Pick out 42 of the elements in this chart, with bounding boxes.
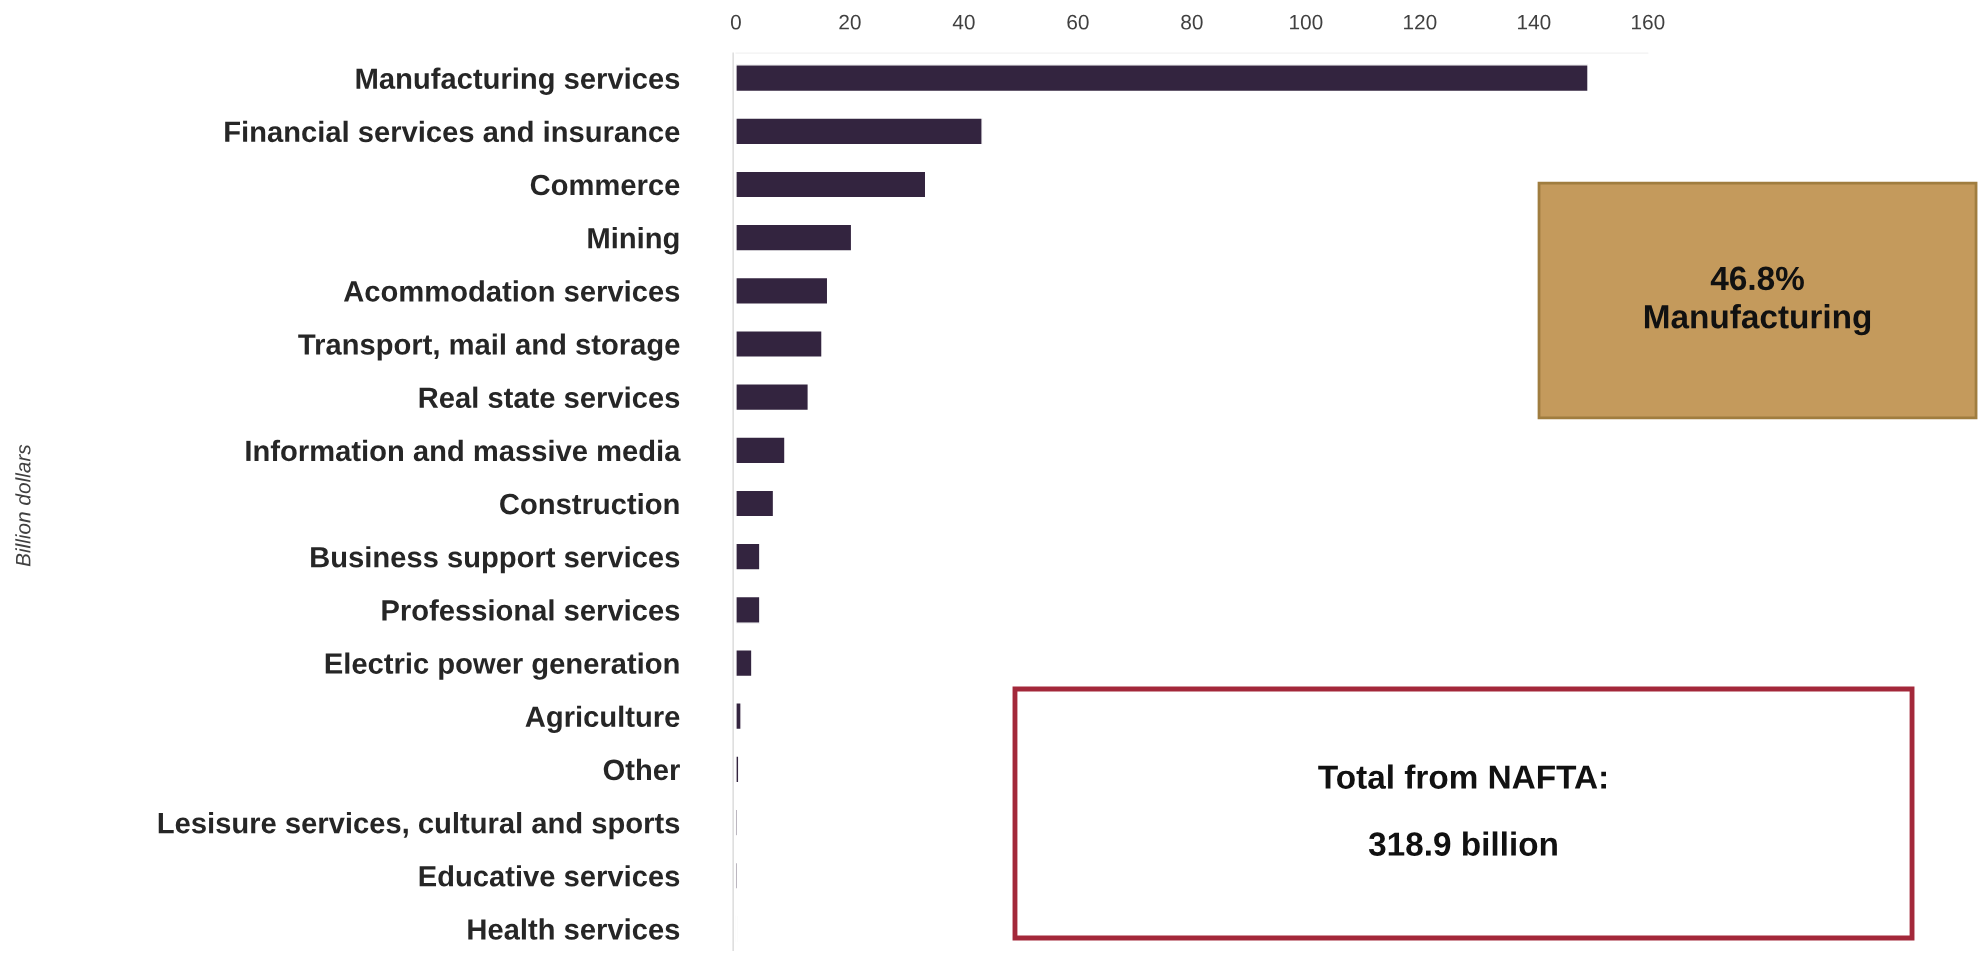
x-tick-label: 60 xyxy=(1067,14,1089,30)
bar xyxy=(735,542,761,571)
bar xyxy=(735,702,742,731)
y-tick-label: Real state services xyxy=(419,386,680,409)
x-tick-label: 40 xyxy=(952,14,975,30)
y-tick-label: Financial services and insurance xyxy=(225,120,680,143)
y-tick-label: Other xyxy=(603,758,680,781)
y-tick-label: Transport, mail and storage xyxy=(298,333,680,361)
y-tick-label: Professional services xyxy=(382,599,680,621)
x-tick-label: 80 xyxy=(1181,14,1203,30)
x-tick-label: 100 xyxy=(1290,14,1323,30)
y-tick-label: Agriculture xyxy=(525,705,680,733)
bar xyxy=(735,64,1589,93)
text: Billion dollars xyxy=(15,444,31,567)
bar xyxy=(735,436,786,465)
y-tick-label: Health services xyxy=(468,918,680,940)
x-tick-label: 0 xyxy=(730,14,741,30)
annotation: 46.8% Manufacturing xyxy=(1644,266,1871,336)
y-tick-label: Mining xyxy=(588,227,679,255)
y-tick-label: Electric power generation xyxy=(325,652,679,680)
y-tick-label: Information and massive media xyxy=(246,439,681,462)
bar xyxy=(735,117,983,146)
text: Total from NAFTA: 318.9 billion xyxy=(1318,764,1606,856)
bar xyxy=(735,383,809,412)
bar xyxy=(735,595,761,624)
x-tick-label: 120 xyxy=(1404,14,1437,30)
y-tick-label: Commerce xyxy=(530,174,680,196)
y-tick-label: Construction xyxy=(500,492,679,515)
y-tick-label: Acommodation services xyxy=(343,280,680,302)
bar xyxy=(735,489,775,518)
y-tick-label: Manufacturing services xyxy=(356,67,680,95)
x-tick-label: 160 xyxy=(1632,14,1665,30)
x-tick-label: 20 xyxy=(839,14,861,30)
y-tick-label: Educative services xyxy=(419,865,680,887)
bar xyxy=(735,276,829,305)
y-tick-label: Business support services xyxy=(311,546,680,574)
bar xyxy=(735,170,927,199)
bar xyxy=(735,330,823,358)
x-tick-label: 140 xyxy=(1518,14,1551,30)
bar xyxy=(735,223,853,252)
y-tick-label: Lesisure services, cultural and sports xyxy=(158,812,680,840)
bar xyxy=(735,649,753,678)
